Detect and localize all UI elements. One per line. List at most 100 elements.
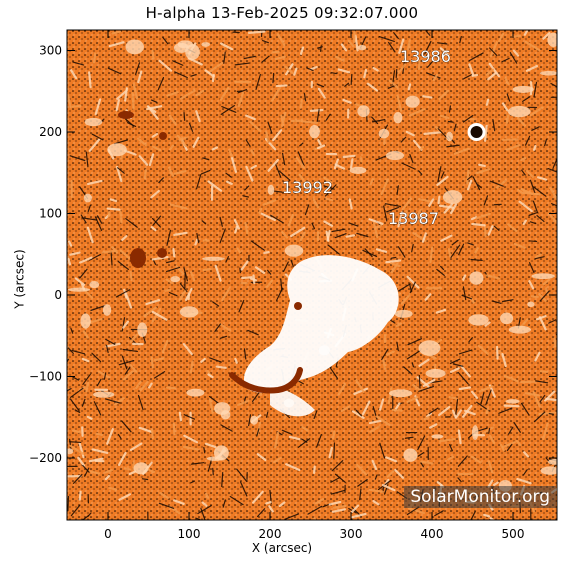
bright-patch	[471, 425, 479, 441]
fibril	[484, 321, 491, 327]
fibril	[297, 151, 305, 167]
fibril	[236, 399, 250, 407]
fibril	[167, 166, 175, 178]
fibril	[330, 489, 346, 495]
fibril	[311, 222, 316, 230]
fibril	[457, 429, 462, 445]
fibril	[506, 93, 511, 102]
bright-patch	[425, 368, 446, 378]
fibril	[143, 306, 157, 318]
fibril	[372, 66, 379, 72]
fibril	[542, 422, 549, 441]
fibril	[271, 86, 282, 102]
fibril	[534, 351, 541, 362]
fibril	[174, 71, 188, 79]
fibril	[436, 268, 445, 276]
fibril	[274, 162, 282, 178]
fibril	[69, 444, 85, 455]
fibril	[166, 386, 176, 390]
fibril	[245, 165, 254, 182]
fibril	[196, 174, 202, 190]
y-tick-label: −100	[29, 370, 62, 384]
fibril	[383, 205, 388, 222]
fibril	[449, 358, 461, 365]
fibril	[407, 83, 412, 91]
fibril	[439, 47, 450, 57]
fibril	[330, 72, 337, 75]
fibril	[485, 98, 490, 106]
fibril	[141, 478, 149, 481]
fibril	[437, 166, 442, 183]
fibril	[115, 289, 131, 298]
fibril	[506, 144, 521, 151]
fibril	[447, 455, 455, 461]
fibril	[92, 52, 97, 64]
bright-patch	[67, 448, 74, 455]
fibril	[424, 40, 432, 55]
fibril	[342, 98, 352, 104]
fibril	[372, 221, 379, 239]
fibril	[515, 439, 522, 446]
fibril	[111, 30, 122, 35]
dark-kernel	[130, 248, 146, 268]
fibril	[368, 218, 384, 225]
fibril	[397, 211, 404, 228]
fibril	[113, 139, 129, 145]
y-axis-label: Y (arcsec)	[12, 249, 27, 309]
fibril	[172, 60, 184, 66]
fibril	[420, 460, 434, 465]
fibril	[85, 381, 90, 393]
fibril	[161, 339, 169, 354]
fibril	[415, 209, 422, 218]
fibril	[214, 264, 222, 282]
fibril	[344, 82, 350, 87]
fibril	[143, 169, 147, 180]
dark-kernel	[118, 111, 134, 119]
fibril	[117, 433, 122, 439]
fibril	[178, 411, 183, 422]
fibril	[418, 170, 423, 175]
fibril	[67, 495, 70, 512]
fibril	[69, 441, 82, 444]
fibril	[182, 343, 193, 356]
fibril	[538, 316, 547, 331]
fibril	[137, 394, 144, 411]
fibril	[157, 76, 165, 91]
fibril	[350, 504, 360, 514]
region-label-13986: 13986	[400, 47, 451, 66]
fibril	[220, 424, 233, 432]
fibril	[85, 151, 89, 168]
fibril	[396, 341, 399, 352]
bright-patch	[250, 415, 259, 425]
fibril	[86, 415, 93, 420]
fibril	[468, 52, 484, 62]
fibril	[522, 469, 528, 476]
fibril	[219, 323, 232, 332]
y-tick-label: 100	[39, 207, 62, 221]
y-tick-label: −200	[29, 451, 62, 465]
fibril	[91, 133, 104, 141]
fibril	[256, 453, 267, 461]
fibril	[153, 371, 166, 379]
fibril	[91, 448, 109, 455]
fibril	[237, 91, 245, 108]
bright-patch	[179, 306, 199, 318]
fibril	[375, 248, 388, 253]
fibril	[331, 228, 346, 233]
bright-patch	[173, 42, 189, 53]
fibril	[169, 203, 188, 210]
fibril	[81, 398, 86, 407]
fibril	[159, 492, 170, 499]
fibril	[312, 197, 320, 209]
fibril	[409, 153, 414, 164]
fibril	[267, 269, 272, 275]
fibril	[532, 200, 539, 214]
fibril	[424, 293, 432, 301]
fibril	[87, 204, 91, 213]
fibril	[129, 270, 133, 282]
fibril	[204, 69, 215, 78]
fibril	[528, 280, 535, 290]
fibril	[438, 405, 451, 417]
bright-patch	[201, 42, 210, 47]
fibril	[182, 445, 200, 451]
